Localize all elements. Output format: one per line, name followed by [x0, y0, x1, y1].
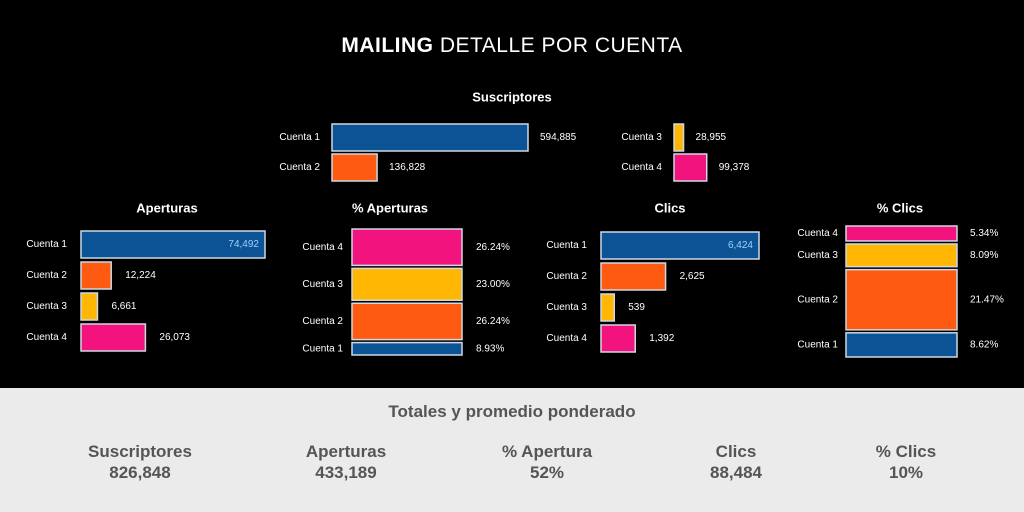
data-label: 2,625	[680, 271, 705, 282]
stat-label: Clics	[715, 442, 757, 461]
bar	[331, 123, 529, 152]
data-label: 74,492	[228, 239, 259, 250]
category-label: Cuenta 3	[797, 250, 838, 261]
stat-pct-apertura: % Apertura 52%	[447, 441, 647, 483]
category-label: Cuenta 3	[546, 302, 587, 313]
bar	[845, 243, 958, 268]
bar	[80, 323, 147, 352]
data-label: 6,661	[111, 301, 136, 312]
data-label: 594,885	[540, 132, 577, 143]
category-label: Cuenta 2	[546, 271, 587, 282]
chart-title: % Clics	[877, 200, 923, 215]
bar	[80, 292, 99, 321]
data-label: 21.47%	[970, 294, 1004, 305]
bar	[673, 153, 708, 182]
stat-clics: Clics 88,484	[636, 441, 836, 483]
stat-label: Aperturas	[305, 442, 387, 461]
chart-title: Aperturas	[136, 200, 197, 215]
category-label: Cuenta 2	[302, 316, 343, 327]
stat-pct-clics: % Clics 10%	[806, 441, 1006, 483]
category-label: Cuenta 1	[26, 239, 67, 250]
chart-title: Clics	[654, 200, 685, 215]
category-label: Cuenta 4	[302, 242, 343, 253]
bar	[351, 302, 463, 341]
data-label: 12,224	[125, 270, 156, 281]
bar	[351, 228, 463, 267]
data-label: 8.62%	[970, 340, 998, 351]
category-label: Cuenta 1	[302, 343, 343, 354]
category-label: Cuenta 4	[546, 333, 587, 344]
title-rest: DETALLE POR CUENTA	[439, 34, 683, 57]
bar	[600, 324, 636, 353]
bar	[80, 230, 266, 259]
category-label: Cuenta 4	[797, 228, 838, 239]
page-title: MAILING DETALLE POR CUENTA	[0, 34, 1024, 58]
bar	[600, 262, 667, 291]
data-label: 23.00%	[476, 279, 510, 290]
category-label: Cuenta 4	[26, 332, 67, 343]
bar	[845, 268, 958, 331]
stat-label: Suscriptores	[88, 442, 192, 461]
summary-panel	[0, 388, 1024, 512]
data-label: 26.24%	[476, 316, 510, 327]
data-label: 6,424	[728, 240, 753, 251]
stat-value: 433,189	[315, 463, 377, 482]
data-label: 5.34%	[970, 228, 998, 239]
category-label: Cuenta 3	[302, 279, 343, 290]
category-label: Cuenta 1	[279, 132, 320, 143]
bar	[351, 267, 463, 302]
data-label: 26.24%	[476, 242, 510, 253]
bar	[673, 123, 685, 152]
data-label: 28,955	[696, 132, 727, 143]
summary-title: Totales y promedio ponderado	[388, 402, 636, 421]
title-bold: MAILING	[341, 34, 434, 57]
stat-suscriptores: Suscriptores 826,848	[40, 441, 240, 483]
bar	[600, 231, 760, 260]
category-label: Cuenta 3	[26, 301, 67, 312]
stat-value: 10%	[888, 463, 924, 482]
data-label: 539	[628, 302, 645, 313]
bar	[845, 332, 958, 358]
bar	[845, 225, 958, 242]
category-label: Cuenta 2	[26, 270, 67, 281]
category-label: Cuenta 1	[797, 340, 838, 351]
category-label: Cuenta 2	[279, 162, 320, 173]
stat-aperturas: Aperturas 433,189	[246, 441, 446, 483]
category-label: Cuenta 4	[621, 162, 662, 173]
stat-value: 88,484	[710, 463, 762, 482]
bar	[80, 261, 112, 290]
stat-value: 52%	[529, 463, 565, 482]
category-label: Cuenta 1	[546, 240, 587, 251]
data-label: 99,378	[719, 162, 750, 173]
data-label: 8.93%	[476, 343, 504, 354]
data-label: 1,392	[649, 333, 674, 344]
stat-value: 826,848	[109, 463, 171, 482]
bar	[351, 341, 463, 356]
category-label: Cuenta 2	[797, 294, 838, 305]
bar	[331, 153, 378, 182]
data-label: 8.09%	[970, 250, 998, 261]
chart-title: % Aperturas	[352, 200, 428, 215]
stat-label: % Clics	[875, 442, 937, 461]
charts-canvas: Suscriptores Cuenta 1 594,885 Cuenta 2 136,8…	[26, 89, 1004, 358]
data-label: 26,073	[159, 332, 190, 343]
data-label: 136,828	[389, 162, 426, 173]
bar	[600, 293, 616, 322]
category-label: Cuenta 3	[621, 132, 662, 143]
stat-label: % Apertura	[501, 442, 593, 461]
chart-title: Suscriptores	[472, 89, 551, 104]
